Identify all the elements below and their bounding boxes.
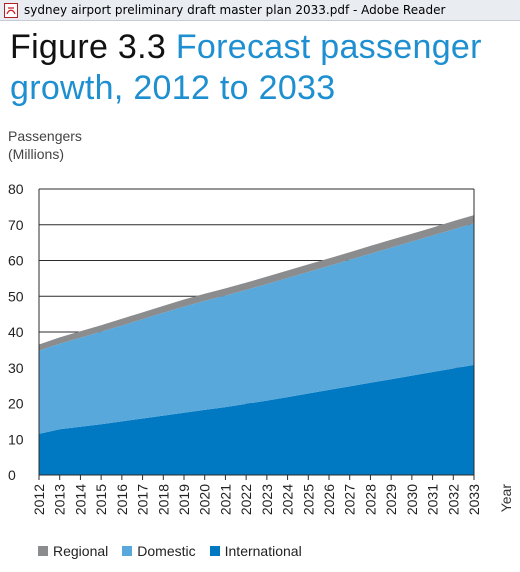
x-tick-label-2016: 2016 [114,484,130,515]
x-tick-label-2017: 2017 [135,484,151,515]
legend-item-regional: Regional [38,543,108,559]
x-tick-label-2022: 2022 [238,484,254,515]
figure-title: Forecast passenger growth, 2012 to 2033 [10,28,482,107]
x-tick-label-2033: 2033 [466,484,482,515]
x-tick-label-2026: 2026 [321,484,337,515]
legend-label-domestic: Domestic [137,543,196,559]
y-axis-label-line1: Passengers [8,128,82,144]
y-tick-label-0: 0 [8,467,16,483]
x-tick-label-2032: 2032 [445,484,461,515]
x-tick-label-2024: 2024 [280,484,296,515]
legend-swatch-domestic [122,546,133,557]
x-tick-label-2023: 2023 [259,484,275,515]
pdf-file-icon [4,3,18,18]
x-tick-label-2028: 2028 [362,484,378,515]
legend-label-international: International [224,543,302,559]
x-tick-label-2020: 2020 [197,484,213,515]
y-tick-label-50: 50 [8,288,24,304]
figure-label: Figure 3.3 [10,28,167,66]
y-tick-label-20: 20 [8,396,24,412]
x-tick-label-2021: 2021 [217,484,233,515]
x-tick-label-2018: 2018 [155,484,171,515]
y-tick-label-40: 40 [8,324,24,340]
x-tick-label-2012: 2012 [31,484,47,515]
x-tick-label-2027: 2027 [342,484,358,515]
y-tick-label-10: 10 [8,431,24,447]
y-tick-label-80: 80 [8,181,24,197]
y-tick-label-30: 30 [8,360,24,376]
x-tick-label-2025: 2025 [300,484,316,515]
area-series-regional [39,215,474,351]
x-tick-label-2013: 2013 [52,484,68,515]
x-tick-label-2029: 2029 [383,484,399,515]
area-series-domestic [39,223,474,434]
legend-item-domestic: Domestic [122,543,196,559]
y-axis-label-line2: (Millions) [8,146,64,162]
area-series-international [39,364,474,475]
legend-label-regional: Regional [53,543,109,559]
figure-heading: Figure 3.3 Forecast passenger growth, 20… [10,27,515,109]
y-tick-label-60: 60 [8,253,24,269]
legend-item-international: International [209,543,302,559]
legend-swatch-international [209,546,220,557]
chart-legend: Regional Domestic International [38,543,316,561]
y-tick-label-70: 70 [8,217,24,233]
x-tick-label-2030: 2030 [404,484,420,515]
x-tick-label-2031: 2031 [425,484,441,515]
x-tick-label-2015: 2015 [93,484,109,515]
legend-swatch-regional [38,546,48,557]
window-titlebar: sydney airport preliminary draft master … [0,0,520,21]
x-axis-label: Year [498,484,514,513]
window-title: sydney airport preliminary draft master … [24,3,446,17]
x-tick-label-2019: 2019 [176,484,192,515]
x-tick-label-2014: 2014 [72,484,88,515]
